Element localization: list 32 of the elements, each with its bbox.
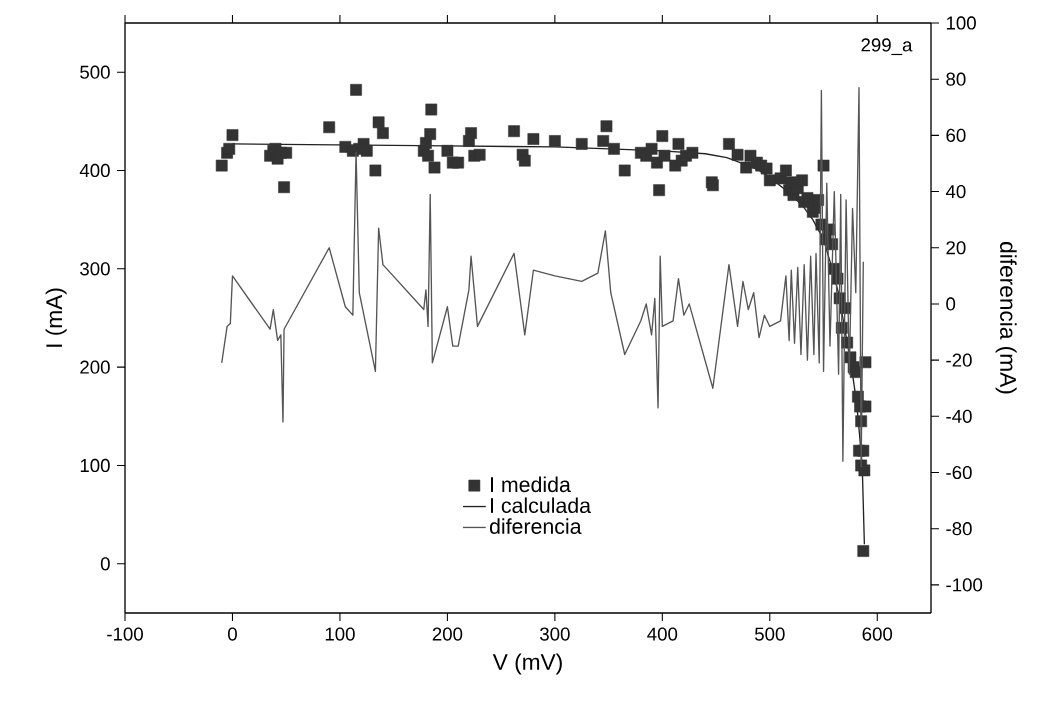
annotation: 299_a [861,38,913,56]
y2-tick-label: 100 [946,16,976,30]
y-tick-label: 400 [79,163,110,178]
y2-axis-title: diferencia (mA) [995,242,1017,394]
y2-tick-label: 0 [946,297,956,311]
y2-tick-label: -100 [946,578,983,592]
legend-label: I medida [491,476,571,493]
y2-tick-label: -60 [946,465,972,480]
y-tick-label: 200 [80,360,110,374]
x-axis-title: V (mV) [492,653,562,675]
legend-label: diferencia [489,518,582,534]
y-tick-label: 0 [100,557,110,571]
y2-tick-label: 60 [946,128,966,142]
x-tick-label: 600 [862,627,893,641]
y-axis-title: I (mA) [45,288,67,347]
y-tick-label: 300 [80,262,110,276]
y-tick-label: 100 [80,458,110,473]
x-tick-label: 0 [228,627,237,641]
legend-label: I calculada [491,497,592,514]
y2-tick-label: -80 [946,522,972,536]
x-tick-label: -100 [107,627,143,641]
x-tick-label: 200 [432,627,463,641]
y2-tick-label: 40 [945,184,966,199]
x-tick-label: 500 [754,627,785,641]
y2-tick-label: 80 [946,72,966,86]
x-tick-label: 100 [325,627,355,641]
x-tick-label: 400 [647,627,678,641]
y-tick-label: 500 [80,65,110,79]
y2-tick-label: 20 [946,241,966,255]
x-tick-label: 300 [540,627,570,641]
y2-tick-label: -20 [946,353,972,367]
y2-tick-label: -40 [946,409,972,423]
